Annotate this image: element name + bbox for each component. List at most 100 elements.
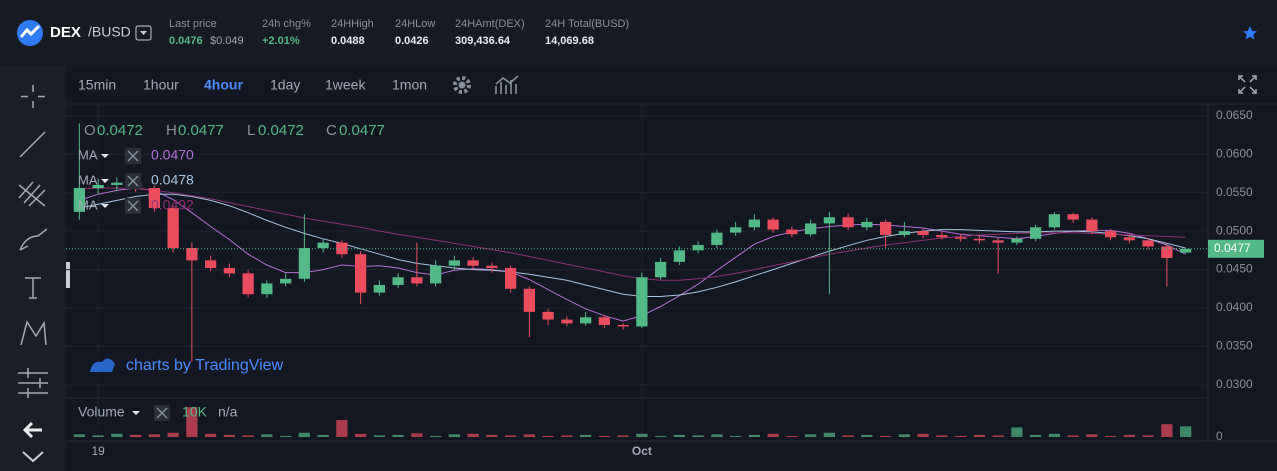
volume-bar bbox=[598, 435, 610, 437]
left-toolbar bbox=[0, 66, 66, 471]
ma-label[interactable]: MA bbox=[78, 197, 98, 212]
volume-bar bbox=[673, 434, 685, 437]
indicators-icon[interactable] bbox=[495, 75, 519, 94]
volume-bar bbox=[617, 435, 629, 437]
interval-button[interactable]: 1day bbox=[270, 77, 300, 93]
candle-body bbox=[842, 217, 854, 228]
candle-body bbox=[467, 260, 479, 266]
volume-bar bbox=[130, 434, 142, 437]
ma-label[interactable]: MA bbox=[78, 147, 98, 162]
trendline-tool[interactable] bbox=[19, 131, 46, 158]
candle-body bbox=[430, 265, 442, 284]
interval-button[interactable]: 4hour bbox=[204, 77, 243, 93]
candle-body bbox=[523, 288, 535, 312]
ma-close-x bbox=[127, 150, 139, 162]
volume-bar bbox=[1161, 424, 1173, 437]
interval-button[interactable]: 1hour bbox=[143, 77, 179, 93]
volume-bar bbox=[786, 435, 798, 437]
candle-body bbox=[598, 317, 610, 325]
stat-label: 24HAmt(DEX) bbox=[455, 18, 525, 30]
ma-dropdown[interactable] bbox=[101, 179, 109, 183]
volume-bar bbox=[1123, 434, 1135, 437]
x-tick-label: 19 bbox=[91, 444, 105, 458]
favorite-star[interactable] bbox=[1243, 26, 1257, 40]
candle-body bbox=[748, 219, 760, 228]
interval-button[interactable]: 15min bbox=[78, 77, 116, 93]
candle-body bbox=[186, 248, 198, 261]
candle-body bbox=[786, 229, 798, 235]
volume-bar bbox=[936, 435, 948, 437]
volume-bar bbox=[655, 435, 667, 437]
candle-body bbox=[280, 278, 292, 284]
candle-body bbox=[411, 277, 423, 284]
pair-dropdown[interactable] bbox=[135, 25, 152, 41]
candle-body bbox=[655, 261, 667, 278]
ma-label[interactable]: MA bbox=[78, 172, 98, 187]
volume-extra: n/a bbox=[218, 404, 238, 420]
stat-value: 309,436.64 bbox=[455, 35, 511, 47]
candle-body bbox=[880, 221, 892, 235]
candle-body bbox=[92, 184, 104, 189]
pair[interactable]: /BUSD bbox=[88, 24, 131, 40]
candle-body bbox=[73, 188, 85, 212]
candle-body bbox=[917, 231, 929, 235]
text-tool[interactable] bbox=[25, 277, 41, 299]
gear bbox=[453, 76, 471, 94]
watermark: charts by TradingView bbox=[126, 357, 284, 374]
volume-bar bbox=[561, 435, 573, 437]
volume-bar bbox=[261, 434, 273, 437]
candle-body bbox=[861, 221, 873, 228]
legend-label: H bbox=[166, 122, 177, 139]
volume-bar bbox=[430, 435, 442, 437]
toolbar-handle[interactable] bbox=[66, 262, 70, 288]
volume-label[interactable]: Volume bbox=[78, 404, 125, 420]
candle-body bbox=[1123, 237, 1135, 241]
fib-tool[interactable] bbox=[18, 181, 46, 207]
y-tick-label: 0.0300 bbox=[1216, 377, 1253, 391]
interval-button[interactable]: 1week bbox=[325, 77, 366, 93]
volume-bar bbox=[767, 433, 779, 437]
legend-label: L bbox=[247, 122, 255, 139]
ma-close-x bbox=[127, 200, 139, 212]
logo[interactable] bbox=[17, 20, 43, 46]
volume-bar bbox=[880, 435, 892, 437]
volume-bar bbox=[392, 434, 404, 437]
candle-body bbox=[167, 208, 179, 249]
volume-bar bbox=[842, 435, 854, 437]
ma-dropdown[interactable] bbox=[101, 154, 109, 158]
volume-value: 10K bbox=[182, 404, 208, 420]
interval-button[interactable]: 1mon bbox=[392, 77, 427, 93]
back-tool[interactable] bbox=[22, 421, 42, 439]
stat-label: 24HLow bbox=[395, 18, 435, 30]
legend-label: C bbox=[326, 122, 337, 139]
volume-bar bbox=[1067, 435, 1079, 437]
measure-tool[interactable] bbox=[18, 368, 48, 398]
pattern-tool[interactable] bbox=[20, 320, 47, 346]
volume-bar bbox=[1142, 435, 1154, 437]
volume-dropdown[interactable] bbox=[132, 411, 140, 415]
y-tick-label: 0.0600 bbox=[1216, 146, 1253, 160]
candle-body bbox=[205, 260, 217, 269]
collapse-arrow[interactable] bbox=[22, 451, 44, 463]
volume-bar bbox=[167, 432, 179, 437]
header-bar bbox=[0, 0, 1277, 66]
fullscreen-icon[interactable] bbox=[1238, 75, 1257, 94]
ma-value: 0.0470 bbox=[151, 147, 194, 163]
candle-body bbox=[823, 217, 835, 224]
legend-value: 0.0472 bbox=[97, 122, 143, 139]
legend-value: 0.0472 bbox=[258, 122, 304, 139]
candle-body bbox=[1067, 214, 1079, 220]
brush-tool[interactable] bbox=[19, 228, 48, 251]
candle-body bbox=[298, 248, 310, 279]
y-tick-label: 0.0450 bbox=[1216, 262, 1253, 276]
candle-body bbox=[148, 188, 160, 209]
candle-body bbox=[1180, 248, 1192, 253]
crosshair-tool[interactable] bbox=[21, 85, 45, 108]
gear-hub bbox=[458, 81, 466, 89]
volume-bar bbox=[1105, 435, 1117, 437]
x-tick-label: Oct bbox=[632, 444, 652, 458]
ma-dropdown[interactable] bbox=[101, 204, 109, 208]
ma-line bbox=[79, 187, 1186, 322]
chart-settings[interactable] bbox=[453, 76, 471, 94]
